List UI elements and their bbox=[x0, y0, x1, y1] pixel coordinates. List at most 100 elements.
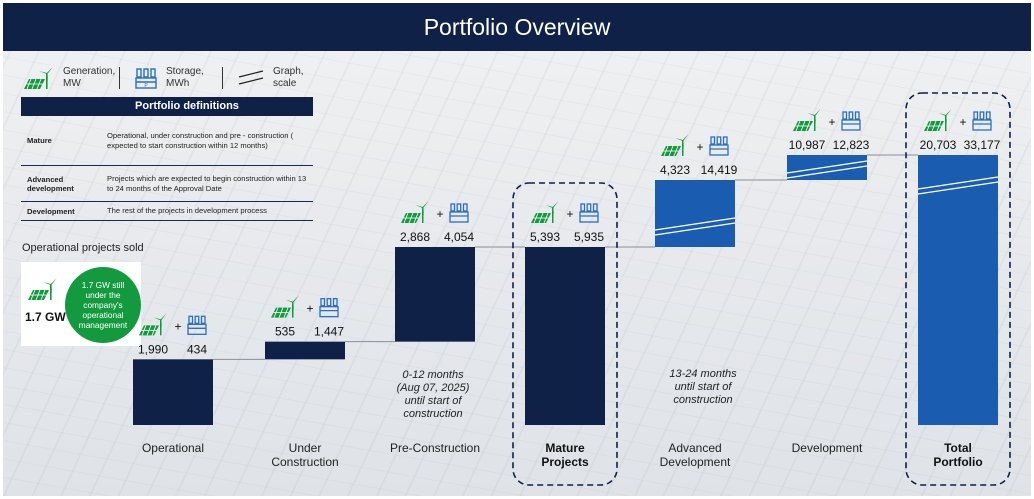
bar-icons: + bbox=[531, 201, 599, 224]
bar-icons: + bbox=[401, 201, 469, 224]
plus-sign: + bbox=[306, 302, 313, 316]
storage-value-label: 12,823 bbox=[833, 138, 870, 152]
annotation-text: 0-12 months bbox=[402, 369, 464, 381]
generation-icon bbox=[139, 313, 167, 336]
scale-break-mark bbox=[654, 217, 736, 231]
scale-break-mark bbox=[786, 165, 868, 179]
scale-break-mark bbox=[786, 160, 868, 174]
scale-break-mark bbox=[654, 222, 736, 236]
generation-value-label: 20,703 bbox=[920, 138, 957, 152]
legend-divider bbox=[119, 67, 120, 89]
category-label: Development bbox=[660, 455, 731, 469]
legend-graph-label: Graph, scale bbox=[273, 66, 304, 89]
annotation-text: construction bbox=[673, 394, 732, 406]
definitions-heading: Portfolio definitions bbox=[21, 97, 313, 116]
generation-value-label: 10,987 bbox=[789, 138, 826, 152]
operational-sold-badge-text: 1.7 GW still under the company's operati… bbox=[78, 280, 128, 330]
storage-value-label: 5,935 bbox=[574, 230, 604, 244]
definition-term: Development bbox=[27, 206, 75, 216]
legend-divider bbox=[222, 67, 223, 89]
generation-icon bbox=[24, 67, 53, 90]
generation-value-label: 2,868 bbox=[400, 230, 430, 244]
bar-icons: + bbox=[661, 134, 729, 157]
legend: Generation, MW P Storage, MWh G bbox=[21, 63, 325, 93]
storage-value-label: 33,177 bbox=[964, 138, 1001, 152]
svg-text:P: P bbox=[144, 83, 148, 89]
plus-sign: + bbox=[959, 115, 966, 129]
storage-icon: P bbox=[135, 68, 157, 89]
storage-icon bbox=[841, 111, 861, 131]
annotation-text: 13-24 months bbox=[669, 368, 737, 380]
operational-sold-card: 1.7 GW 1.7 GW still under the company's … bbox=[21, 262, 141, 346]
generation-value-label: 1,990 bbox=[138, 342, 168, 356]
definitions-table: Portfolio definitions Mature Operational… bbox=[21, 97, 313, 221]
scale-break-icon bbox=[238, 70, 264, 85]
storage-icon bbox=[579, 203, 599, 223]
waterfall-chart: +1,990 434+535 1,447+2,868 4,054+5,393 5,935… bbox=[133, 92, 1011, 486]
generation-icon bbox=[28, 278, 57, 301]
bar bbox=[655, 180, 735, 247]
storage-icon bbox=[709, 136, 729, 156]
definition-term: Advanced development bbox=[27, 174, 74, 193]
storage-value-label: 434 bbox=[187, 342, 207, 356]
storage-value-label: 1,447 bbox=[314, 325, 344, 339]
generation-icon bbox=[924, 109, 952, 132]
operational-sold-badge: 1.7 GW still under the company's operati… bbox=[65, 267, 141, 343]
definition-row: Mature Operational, under construction a… bbox=[21, 116, 313, 166]
operational-sold-label: Operational projects sold bbox=[22, 242, 144, 254]
plus-sign: + bbox=[174, 319, 181, 333]
generation-value-label: 535 bbox=[275, 325, 295, 339]
definition-row: Development The rest of the projects in … bbox=[21, 202, 313, 221]
category-label: Operational bbox=[142, 441, 204, 455]
storage-icon bbox=[449, 203, 469, 223]
bar bbox=[395, 247, 475, 342]
plus-sign: + bbox=[696, 140, 703, 154]
storage-icon bbox=[319, 298, 339, 318]
generation-value-label: 4,323 bbox=[660, 163, 690, 177]
annotation-text: (Aug 07, 2025) bbox=[397, 382, 470, 394]
category-label: Construction bbox=[271, 455, 338, 469]
generation-icon bbox=[531, 201, 559, 224]
annotation-text: until start of bbox=[675, 381, 733, 393]
category-label: Total bbox=[944, 441, 972, 455]
scale-break-mark bbox=[917, 181, 999, 195]
legend-storage-label: Storage, MWh bbox=[166, 66, 204, 89]
storage-icon bbox=[187, 315, 207, 335]
category-label: Pre-Construction bbox=[390, 441, 480, 455]
definition-desc: Operational, under construction and pre … bbox=[107, 131, 294, 150]
bar-icons: + bbox=[139, 313, 207, 336]
bar bbox=[525, 247, 605, 425]
storage-value-label: 14,419 bbox=[701, 163, 738, 177]
category-label: Portfolio bbox=[933, 455, 982, 469]
plus-sign: + bbox=[566, 207, 573, 221]
definition-term: Mature bbox=[27, 136, 52, 145]
annotation-text: until start of bbox=[405, 395, 463, 407]
bar bbox=[918, 155, 998, 425]
highlight-box bbox=[512, 182, 618, 486]
storage-icon bbox=[972, 111, 992, 131]
legend-graph: Graph, scale bbox=[237, 66, 325, 90]
bar-icons: + bbox=[271, 295, 339, 318]
definition-desc: The rest of the projects in development … bbox=[107, 206, 267, 216]
bar bbox=[133, 359, 213, 425]
category-label: Under bbox=[289, 441, 322, 455]
definition-row: Advanced development Projects which are … bbox=[21, 166, 313, 202]
legend-generation: Generation, MW bbox=[21, 65, 115, 91]
annotation-text: construction bbox=[403, 408, 462, 420]
bar-icons: + bbox=[793, 109, 861, 132]
generation-icon bbox=[661, 134, 689, 157]
generation-icon bbox=[401, 201, 429, 224]
operational-sold-value: 1.7 GW bbox=[25, 310, 66, 324]
bar bbox=[265, 341, 345, 360]
generation-icon bbox=[793, 109, 821, 132]
category-label: Mature bbox=[545, 441, 585, 455]
category-label: Projects bbox=[541, 455, 589, 469]
page-title: Portfolio Overview bbox=[3, 3, 1031, 51]
plus-sign: + bbox=[436, 207, 443, 221]
highlight-box bbox=[905, 92, 1011, 486]
legend-storage: P Storage, MWh bbox=[134, 66, 218, 90]
page: Portfolio Overview Generation, MW bbox=[3, 3, 1031, 496]
generation-value-label: 5,393 bbox=[530, 230, 560, 244]
category-label: Advanced bbox=[668, 441, 721, 455]
definition-desc: Projects which are expected to begin con… bbox=[107, 174, 307, 193]
